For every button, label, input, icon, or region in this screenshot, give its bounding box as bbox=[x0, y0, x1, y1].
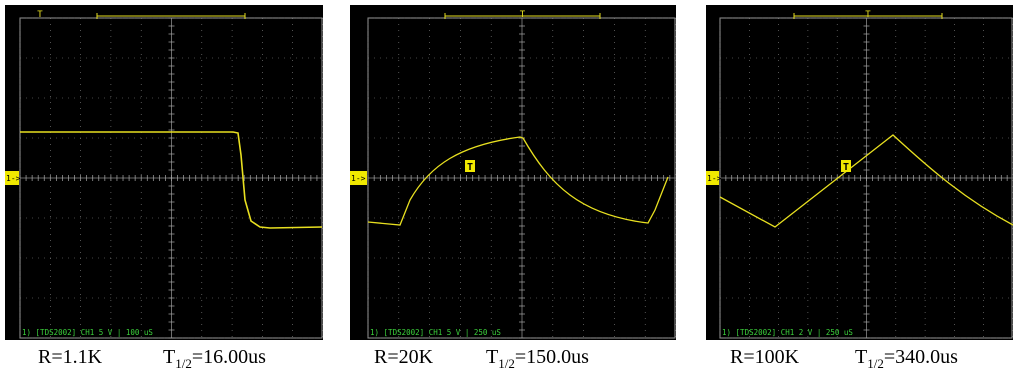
trigger-marker: T bbox=[843, 162, 849, 173]
caption-t-value: =340.0us bbox=[884, 346, 958, 368]
channel-marker: 1-> bbox=[707, 174, 722, 183]
caption-t: T bbox=[486, 346, 498, 368]
scope-screen: T 1-> T 1) [TDS2002] CH1 2 V | 250 uS bbox=[706, 5, 1013, 340]
channel-marker: 1-> bbox=[6, 174, 21, 183]
screen-label: 1) [TDS2002] CH1 5 V | 250 uS bbox=[370, 328, 501, 337]
trace bbox=[368, 137, 668, 225]
caption-t-value: =150.0us bbox=[515, 346, 589, 368]
caption-r: R=100K bbox=[730, 346, 799, 368]
screen-label: 1) [TDS2002] CH1 5 V | 100 uS bbox=[22, 328, 153, 337]
figure: T1->1) [TDS2002] CH1 5 V | 100 uS T1->T1… bbox=[0, 0, 1013, 379]
scope-screen: T 1-> 1) [TDS2002] CH1 5 V | 100 uS bbox=[5, 5, 323, 340]
caption-r: R=20K bbox=[374, 346, 433, 368]
trigger-position: T bbox=[520, 10, 526, 20]
trigger-position: T bbox=[37, 10, 43, 20]
scope-screen: T 1-> T 1) [TDS2002] CH1 5 V | 250 uS bbox=[350, 5, 676, 340]
caption-sub: 1/2 bbox=[498, 356, 515, 371]
caption-r: R=1.1K bbox=[38, 346, 102, 368]
caption-sub: 1/2 bbox=[175, 356, 192, 371]
caption-t: T bbox=[163, 346, 175, 368]
trigger-marker: T bbox=[467, 162, 473, 173]
screen-label: 1) [TDS2002] CH1 2 V | 250 uS bbox=[722, 328, 853, 337]
caption-sub: 1/2 bbox=[867, 356, 884, 371]
channel-marker: 1-> bbox=[351, 174, 366, 183]
trace bbox=[20, 132, 322, 228]
caption-t-value: =16.00us bbox=[192, 346, 266, 368]
trigger-position: T bbox=[865, 10, 871, 20]
caption-t: T bbox=[855, 346, 867, 368]
